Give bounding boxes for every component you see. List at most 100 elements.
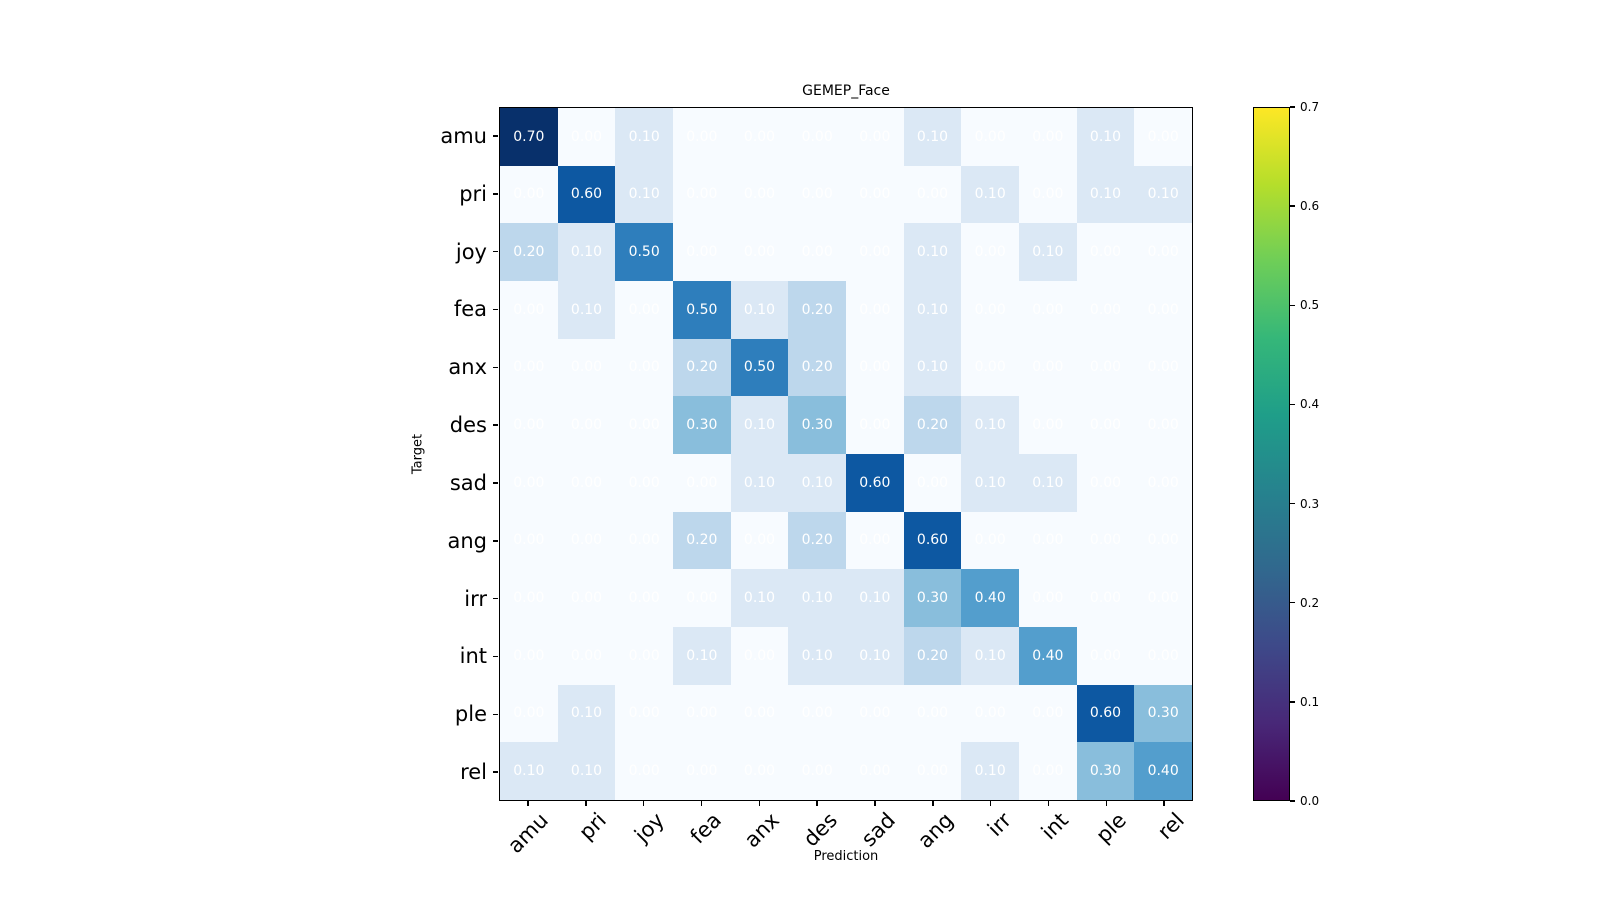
matrix-cell: 0.10: [557, 684, 616, 743]
matrix-cell: 0.10: [961, 454, 1019, 512]
y-tick-label: pri: [459, 181, 487, 206]
matrix-cell: 0.00: [961, 338, 1019, 397]
tick-mark: [493, 771, 498, 773]
matrix-cell: 0.10: [557, 223, 616, 281]
matrix-cell: 0.10: [1134, 165, 1192, 224]
matrix-cell: 0.00: [557, 627, 616, 685]
matrix-cell: 0.20: [788, 511, 846, 570]
matrix-cell: 0.00: [730, 684, 789, 743]
matrix-cell: 0.00: [730, 511, 789, 570]
x-tick-label: des: [798, 808, 843, 852]
tick-mark: [932, 801, 934, 806]
matrix-cell: 0.00: [1134, 627, 1192, 685]
x-tick-label: rel: [1153, 808, 1190, 845]
x-tick-label: int: [1037, 808, 1074, 845]
colorbar-tick-label: 0.3: [1300, 496, 1320, 511]
colorbar-tick-label: 0.4: [1300, 397, 1320, 412]
tick-mark: [493, 655, 498, 658]
matrix-cell: 0.00: [903, 742, 962, 800]
colorbar-tick-label: 0.2: [1300, 595, 1320, 610]
matrix-cell: 0.00: [903, 684, 962, 743]
matrix-cell: 0.30: [1134, 684, 1192, 743]
matrix-cell: 0.00: [500, 627, 558, 685]
matrix-cell: 0.00: [500, 569, 558, 627]
heatmap-grid: 0.70 0.00 0.10 0.00 0.00 0.00 0.00 0.10 0.00 0.00…: [499, 107, 1193, 801]
tick-mark: [493, 250, 498, 253]
x-tick-label: pri: [574, 808, 611, 845]
matrix-cell: 0.10: [846, 627, 904, 685]
matrix-cell: 0.00: [557, 338, 616, 397]
matrix-cell: 0.00: [1019, 396, 1077, 454]
matrix-cell: 0.10: [557, 742, 616, 800]
tick-mark: [493, 424, 498, 426]
matrix-cell: 0.00: [788, 223, 846, 281]
tick-mark: [642, 801, 645, 806]
matrix-cell: 0.10: [1076, 108, 1135, 166]
y-tick-label: ang: [447, 528, 487, 553]
tick-mark: [1047, 801, 1050, 806]
matrix-cell: 0.00: [961, 511, 1019, 570]
matrix-cell: 0.00: [1134, 569, 1192, 627]
x-tick-label: ple: [1091, 808, 1132, 848]
matrix-cell: 0.00: [846, 511, 904, 570]
tick-mark: [1105, 801, 1107, 806]
matrix-cell: 0.20: [788, 281, 846, 339]
tick-mark: [700, 801, 703, 806]
matrix-cell: 0.00: [1134, 338, 1192, 397]
matrix-cell: 0.00: [961, 281, 1019, 339]
matrix-cell: 0.10: [615, 165, 673, 224]
matrix-cell: 0.00: [903, 165, 962, 224]
y-axis-label: Target: [410, 433, 426, 475]
matrix-cell: 0.00: [1019, 684, 1077, 743]
matrix-cell: 0.00: [1134, 108, 1192, 166]
matrix-cell: 0.00: [500, 396, 558, 454]
matrix-cell: 0.00: [1134, 396, 1192, 454]
matrix-cell: 0.00: [961, 684, 1019, 743]
matrix-cell: 0.00: [1019, 742, 1077, 800]
matrix-cell: 0.00: [1076, 338, 1135, 397]
matrix-cell: 0.00: [1134, 223, 1192, 281]
matrix-cell: 0.00: [557, 454, 616, 512]
tick-mark: [493, 482, 498, 484]
matrix-cell: 0.30: [788, 396, 846, 454]
matrix-cell: 0.10: [788, 454, 846, 512]
tick-mark: [493, 308, 498, 311]
colorbar-tick-mark: [1290, 701, 1295, 703]
matrix-cell: 0.30: [673, 396, 731, 454]
matrix-cell: 0.00: [846, 742, 904, 800]
matrix-cell: 0.10: [730, 454, 789, 512]
matrix-cell: 0.00: [615, 454, 673, 512]
colorbar-tick-mark: [1290, 502, 1295, 505]
matrix-cell: 0.10: [673, 627, 731, 685]
matrix-cell: 0.40: [961, 569, 1019, 627]
matrix-cell: 0.00: [1019, 511, 1077, 570]
matrix-cell: 0.30: [903, 569, 962, 627]
matrix-cell: 0.00: [1019, 338, 1077, 397]
matrix-cell: 0.50: [615, 223, 673, 281]
matrix-cell: 0.00: [846, 223, 904, 281]
matrix-cell: 0.10: [903, 338, 962, 397]
y-tick-label: anx: [448, 355, 487, 380]
matrix-cell: 0.30: [1076, 742, 1135, 800]
matrix-cell: 0.00: [557, 511, 616, 570]
matrix-cell: 0.10: [903, 281, 962, 339]
matrix-cell: 0.00: [500, 165, 558, 224]
matrix-cell: 0.00: [615, 569, 673, 627]
matrix-cell: 0.10: [500, 742, 558, 800]
colorbar-tick-label: 0.0: [1300, 794, 1320, 808]
tick-mark: [874, 801, 876, 806]
colorbar-tick-mark: [1290, 403, 1295, 406]
matrix-cell: 0.00: [1076, 511, 1135, 570]
matrix-cell: 0.00: [615, 338, 673, 397]
colorbar-tick-label: 0.5: [1300, 298, 1320, 313]
matrix-cell: 0.00: [1134, 281, 1192, 339]
matrix-cell: 0.00: [788, 684, 846, 743]
tick-mark: [493, 713, 498, 715]
tick-mark: [816, 801, 818, 806]
matrix-cell: 0.00: [846, 165, 904, 224]
colorbar-tick-mark: [1290, 106, 1295, 108]
x-tick-label: ang: [912, 808, 958, 853]
matrix-cell: 0.00: [673, 165, 731, 224]
matrix-cell: 0.00: [1134, 454, 1192, 512]
colorbar-tick-label: 0.1: [1300, 694, 1320, 709]
